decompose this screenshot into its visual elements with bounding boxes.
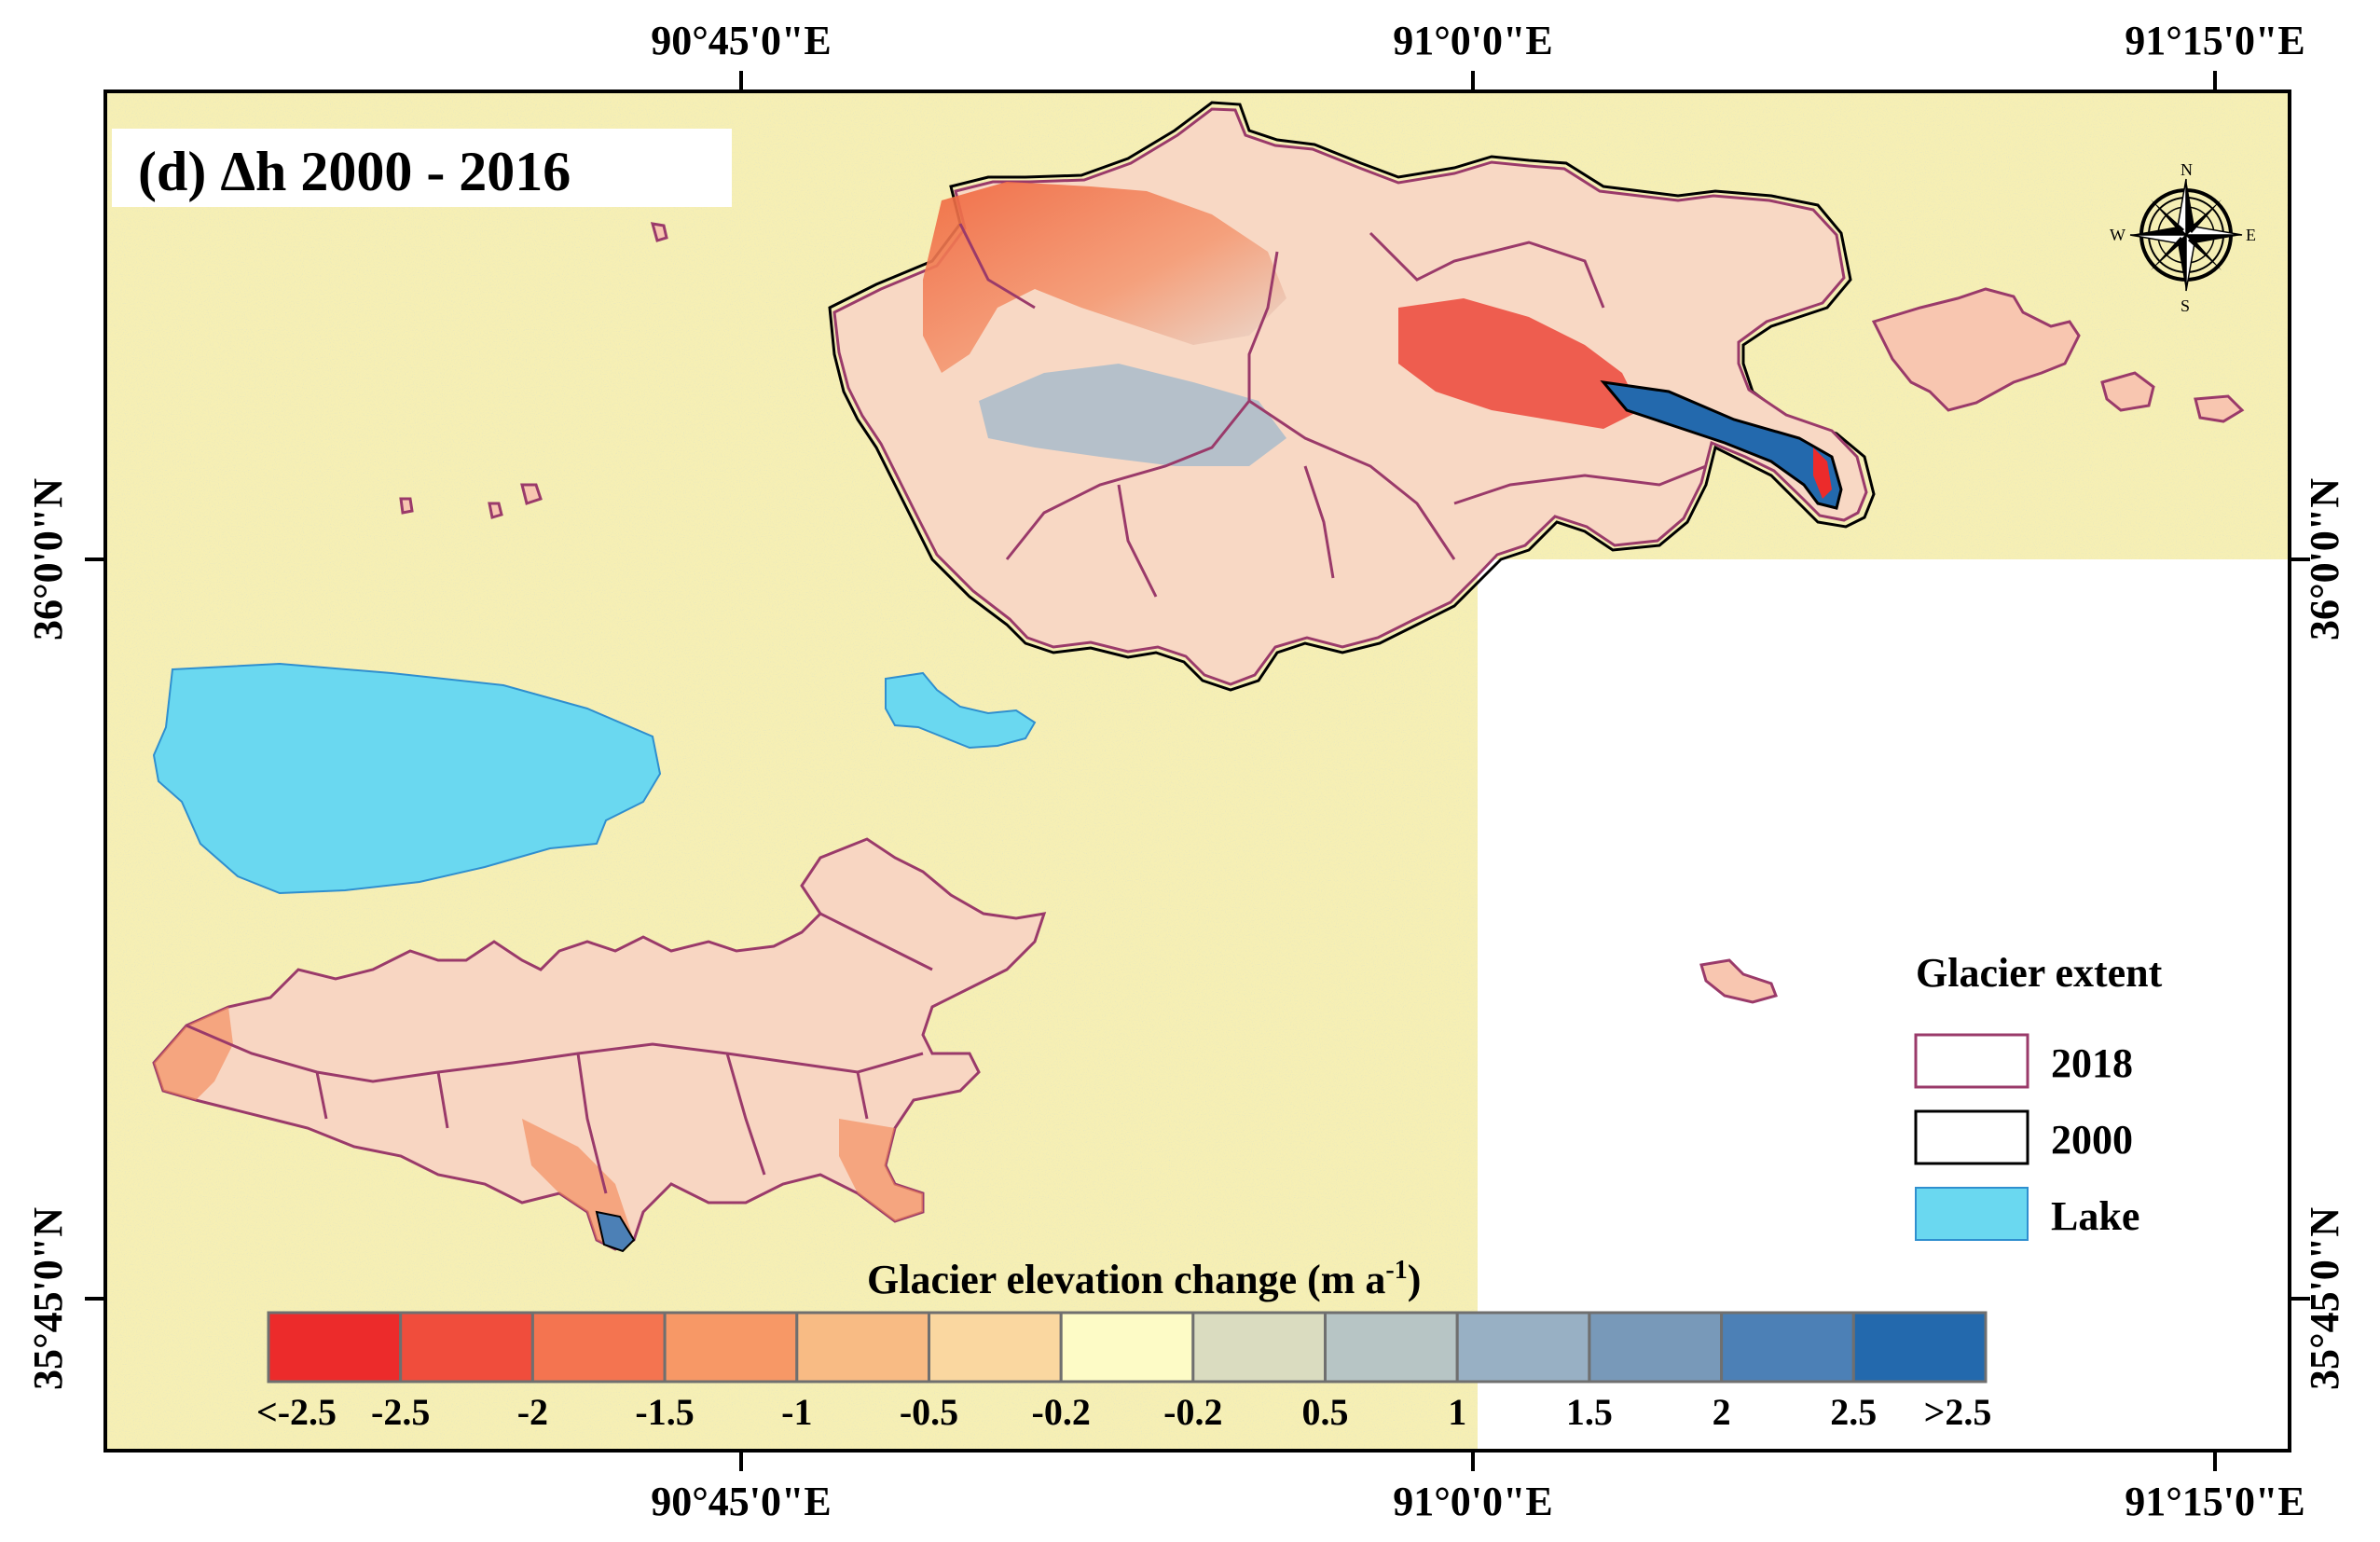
compass-e: E: [2246, 226, 2256, 244]
graticule-ticks: [85, 71, 2310, 1471]
tongue-red-tip: [1813, 447, 1832, 499]
elevation-change-colorbar: Glacier elevation change (m a-1) <-2.5 -2…: [256, 1256, 1991, 1433]
colorbar-tick-label: >2.5: [1924, 1391, 1992, 1433]
lon-label-top-2: 91°0'0"E: [1393, 18, 1553, 63]
longitude-labels-top: 90°45'0"E 91°0'0"E 91°15'0"E: [651, 18, 2305, 63]
legend-label-lake: Lake: [2051, 1193, 2139, 1239]
latitude-labels-right: 36°0'0"N 35°45'0"N: [2302, 478, 2347, 1390]
southern-glacier: [152, 837, 1047, 1253]
colorbar-tick-label: <-2.5: [256, 1391, 337, 1433]
colorbar-cell: [1191, 1311, 1328, 1384]
compass-s: S: [2181, 296, 2190, 315]
glacier-extent-legend: Glacier extent 2018 2000 Lake: [1914, 950, 2163, 1241]
compass-w: W: [2110, 226, 2125, 244]
legend-swatch-2000: [1914, 1109, 2029, 1165]
northern-glacier-gain-zone: [979, 364, 1286, 466]
nodata-area: [1478, 559, 2290, 1451]
colorbar-tick-label: 0.5: [1302, 1391, 1349, 1433]
colorbar-labels: <-2.5 -2.5 -2 -1.5 -1 -0.5 -0.2 -0.2 0.5 1 1.5 2 2.5…: [256, 1391, 1991, 1433]
lon-label-top-1: 90°45'0"E: [651, 18, 832, 63]
compass-n: N: [2181, 160, 2193, 179]
lon-label-bottom-3: 91°15'0"E: [2125, 1479, 2305, 1524]
colorbar-tick-label: -2.5: [371, 1391, 430, 1433]
colorbar-tick-label: -0.5: [900, 1391, 958, 1433]
colorbar-cell: [1588, 1311, 1724, 1384]
small-glacier-2: [488, 502, 503, 519]
colorbar-cell: [1455, 1311, 1591, 1384]
latitude-labels-left: 36°0'0"N 35°45'0"N: [25, 478, 71, 1390]
lat-label-left-1: 36°0'0"N: [25, 478, 71, 640]
colorbar-cell: [530, 1311, 667, 1384]
southern-glacier-divides: [186, 912, 933, 1194]
southern-glacier-edge-loss: [154, 1007, 923, 1249]
colorbar-tick-label: 1.5: [1566, 1391, 1613, 1433]
large-lake: [152, 662, 662, 895]
colorbar-tick-label: -1.5: [635, 1391, 694, 1433]
lon-label-bottom-1: 90°45'0"E: [651, 1479, 832, 1524]
lone-islet-south: [1699, 958, 1778, 1004]
small-glacier-1: [520, 483, 543, 505]
eastern-glacier: [1699, 287, 2245, 1004]
colorbar-cell: [1851, 1311, 1988, 1384]
map-frame: (d) Δh 2000 - 2016 N S E W Glacier ext: [105, 91, 2290, 1451]
eastern-glacier-body: [1871, 287, 2081, 412]
colorbar-tick-label: 2: [1713, 1391, 1731, 1433]
northern-glacier-loss-zone-east: [1398, 298, 1641, 429]
lat-label-left-2: 35°45'0"N: [25, 1207, 71, 1390]
northern-glacier-2000-outline: [828, 101, 1876, 692]
colorbar-tick-label: -1: [781, 1391, 812, 1433]
colorbar-cell: [928, 1311, 1063, 1384]
map-border: [103, 89, 2291, 1453]
small-glaciers-west: [399, 222, 668, 519]
legend-title: Glacier extent: [1916, 950, 2163, 996]
northern-glacier-divides: [958, 223, 1707, 598]
colorbar-cells: [267, 1311, 1988, 1384]
colorbar-cell: [399, 1311, 534, 1384]
colorbar-tick-label: -0.2: [1163, 1391, 1222, 1433]
lon-label-top-3: 91°15'0"E: [2125, 18, 2305, 63]
colorbar-tick-label: 1: [1448, 1391, 1466, 1433]
legend-swatch-lake: [1915, 1187, 2029, 1241]
colorbar-cell: [1324, 1311, 1459, 1384]
proglacial-lake-tongue: [1600, 379, 1843, 510]
colorbar-cell: [1059, 1311, 1195, 1384]
legend-swatch-2018: [1914, 1033, 2029, 1089]
small-lake: [885, 671, 1037, 750]
southern-glacier-blue-tip: [595, 1210, 636, 1253]
colorbar-title: Glacier elevation change (m a-1): [867, 1256, 1421, 1302]
compass-rose-icon: N S E W: [2110, 160, 2256, 315]
colorbar-cell: [1720, 1311, 1855, 1384]
title-box: [112, 129, 732, 207]
northern-glacier: [828, 101, 1876, 692]
map-title: (d) Δh 2000 - 2016: [138, 141, 571, 202]
small-glacier-4: [399, 497, 414, 515]
lat-label-right-1: 36°0'0"N: [2302, 478, 2347, 640]
eastern-islet-1: [2100, 371, 2155, 412]
lon-label-bottom-2: 91°0'0"E: [1393, 1479, 1553, 1524]
southern-glacier-body: [152, 837, 1047, 1251]
lat-label-right-2: 35°45'0"N: [2302, 1207, 2347, 1390]
eastern-islet-2: [2194, 394, 2245, 423]
northern-glacier-loss-zone-west: [923, 182, 1286, 373]
longitude-labels-bottom: 90°45'0"E 91°0'0"E 91°15'0"E: [651, 1479, 2305, 1524]
legend-label-2000: 2000: [2051, 1117, 2133, 1163]
colorbar-cell: [663, 1311, 799, 1384]
colorbar-cell: [795, 1311, 930, 1384]
colorbar-tick-label: -2: [517, 1391, 548, 1433]
colorbar-tick-label: 2.5: [1830, 1391, 1877, 1433]
legend-label-2018: 2018: [2051, 1040, 2133, 1086]
small-glacier-3: [650, 222, 668, 242]
colorbar-cell: [267, 1311, 403, 1384]
colorbar-tick-label: -0.2: [1032, 1391, 1091, 1433]
